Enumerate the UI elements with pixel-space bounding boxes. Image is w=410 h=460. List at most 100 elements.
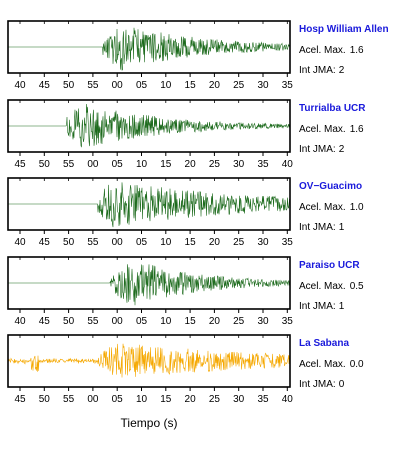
x-tick-label: 15 xyxy=(185,316,197,327)
x-tick-label: 40 xyxy=(14,237,26,248)
accel-value: 1.6 xyxy=(350,124,364,135)
jma-value: 1 xyxy=(339,301,345,312)
station-name: La Sabana xyxy=(299,338,349,349)
x-axis-label: Tiempo (s) xyxy=(121,416,178,430)
x-tick-label: 25 xyxy=(233,237,245,248)
x-tick-label: 05 xyxy=(136,80,148,91)
jma-value: 1 xyxy=(339,222,345,233)
accel-value: 0.0 xyxy=(350,359,364,370)
peak-acceleration: Acel. Max. 0.5 xyxy=(299,281,364,292)
accel-label: Acel. Max. xyxy=(299,202,346,213)
x-tick-label: 20 xyxy=(209,237,221,248)
accel-label: Acel. Max. xyxy=(299,281,346,292)
waveform-trace xyxy=(8,103,290,148)
x-tick-label: 15 xyxy=(160,159,172,170)
accel-label: Acel. Max. xyxy=(299,359,346,370)
peak-acceleration: Acel. Max. 1.6 xyxy=(299,124,364,135)
station-panel-5: 45 50 55 00 05 10 15 20 25 30 35 40 La Sabana Acel. M… xyxy=(7,334,364,405)
x-tick-label: 35 xyxy=(282,316,294,327)
jma-intensity: Int JMA: 1 xyxy=(299,222,345,233)
x-tick-label: 25 xyxy=(209,159,221,170)
x-tick-label: 40 xyxy=(14,80,26,91)
jma-label: Int JMA: xyxy=(299,379,336,390)
panel-frame xyxy=(7,256,291,310)
peak-acceleration: Acel. Max. 1.0 xyxy=(299,202,364,213)
waveform-trace xyxy=(8,27,290,71)
x-tick-label: 50 xyxy=(39,394,51,405)
x-tick-label: 45 xyxy=(39,237,51,248)
x-tick-label: 45 xyxy=(14,394,26,405)
x-tick-label: 40 xyxy=(282,394,294,405)
jma-label: Int JMA: xyxy=(299,65,336,76)
x-tick-label: 50 xyxy=(63,316,75,327)
jma-value: 2 xyxy=(339,144,345,155)
panel-frame xyxy=(7,177,291,231)
x-tick-label: 00 xyxy=(112,80,124,91)
x-tick-label: 30 xyxy=(233,394,245,405)
accel-value: 0.5 xyxy=(350,281,364,292)
x-tick-label: 30 xyxy=(257,237,269,248)
jma-intensity: Int JMA: 0 xyxy=(299,379,345,390)
x-tick-label: 45 xyxy=(14,159,26,170)
accel-value: 1.0 xyxy=(350,202,364,213)
x-tick-label: 05 xyxy=(112,159,124,170)
jma-label: Int JMA: xyxy=(299,301,336,312)
x-tick-label: 10 xyxy=(136,159,148,170)
station-name: Turrialba UCR xyxy=(299,103,366,114)
station-panel-1: 40 45 50 55 00 05 10 15 20 25 30 35 Hosp William All… xyxy=(7,20,389,91)
waveform-trace xyxy=(8,264,290,306)
x-tick-label: 50 xyxy=(39,159,51,170)
x-tick-label: 10 xyxy=(160,237,172,248)
x-tick-label: 55 xyxy=(87,80,99,91)
x-tick-label: 25 xyxy=(209,394,221,405)
x-tick-label: 00 xyxy=(87,159,99,170)
x-tick-label: 40 xyxy=(14,316,26,327)
jma-label: Int JMA: xyxy=(299,144,336,155)
x-tick-label: 10 xyxy=(160,80,172,91)
waveform-trace xyxy=(8,343,290,378)
x-tick-label: 30 xyxy=(233,159,245,170)
x-tick-label: 35 xyxy=(282,80,294,91)
x-tick-label: 40 xyxy=(282,159,294,170)
x-tick-label: 00 xyxy=(112,316,124,327)
x-tick-label: 50 xyxy=(63,80,75,91)
x-tick-label: 00 xyxy=(112,237,124,248)
accel-value: 1.6 xyxy=(350,45,364,56)
x-tick-label: 15 xyxy=(185,237,197,248)
x-tick-label: 15 xyxy=(160,394,172,405)
x-tick-label: 05 xyxy=(112,394,124,405)
jma-intensity: Int JMA: 1 xyxy=(299,301,345,312)
x-tick-label: 05 xyxy=(136,316,148,327)
x-tick-label: 25 xyxy=(233,316,245,327)
station-panel-4: 40 45 50 55 00 05 10 15 20 25 30 35 Paraiso UCR Acel.… xyxy=(7,256,364,327)
x-tick-label: 35 xyxy=(282,237,294,248)
peak-acceleration: Acel. Max. 0.0 xyxy=(299,359,364,370)
x-tick-label: 55 xyxy=(63,394,75,405)
x-tick-label: 20 xyxy=(209,80,221,91)
x-tick-label: 10 xyxy=(136,394,148,405)
jma-label: Int JMA: xyxy=(299,222,336,233)
panel-frame xyxy=(7,334,291,388)
x-tick-label: 20 xyxy=(209,316,221,327)
station-name: OV−Guacimo xyxy=(299,181,362,192)
x-tick-label: 35 xyxy=(257,394,269,405)
accel-label: Acel. Max. xyxy=(299,124,346,135)
x-tick-label: 30 xyxy=(257,80,269,91)
x-tick-label: 25 xyxy=(233,80,245,91)
x-tick-label: 55 xyxy=(63,159,75,170)
x-tick-label: 20 xyxy=(185,394,197,405)
x-tick-label: 10 xyxy=(160,316,172,327)
x-tick-label: 55 xyxy=(87,316,99,327)
station-panel-3: 40 45 50 55 00 05 10 15 20 25 30 35 OV−Guacimo Acel. … xyxy=(7,177,364,248)
x-tick-label: 45 xyxy=(39,80,51,91)
jma-value: 0 xyxy=(339,379,345,390)
station-panel-2: 45 50 55 00 05 10 15 20 25 30 35 40 Turrialba UCR Ace… xyxy=(7,99,366,170)
waveform-trace xyxy=(8,182,290,228)
accel-label: Acel. Max. xyxy=(299,45,346,56)
x-tick-label: 20 xyxy=(185,159,197,170)
jma-value: 2 xyxy=(339,65,345,76)
x-tick-label: 45 xyxy=(39,316,51,327)
x-tick-label: 05 xyxy=(136,237,148,248)
station-name: Paraiso UCR xyxy=(299,260,360,271)
